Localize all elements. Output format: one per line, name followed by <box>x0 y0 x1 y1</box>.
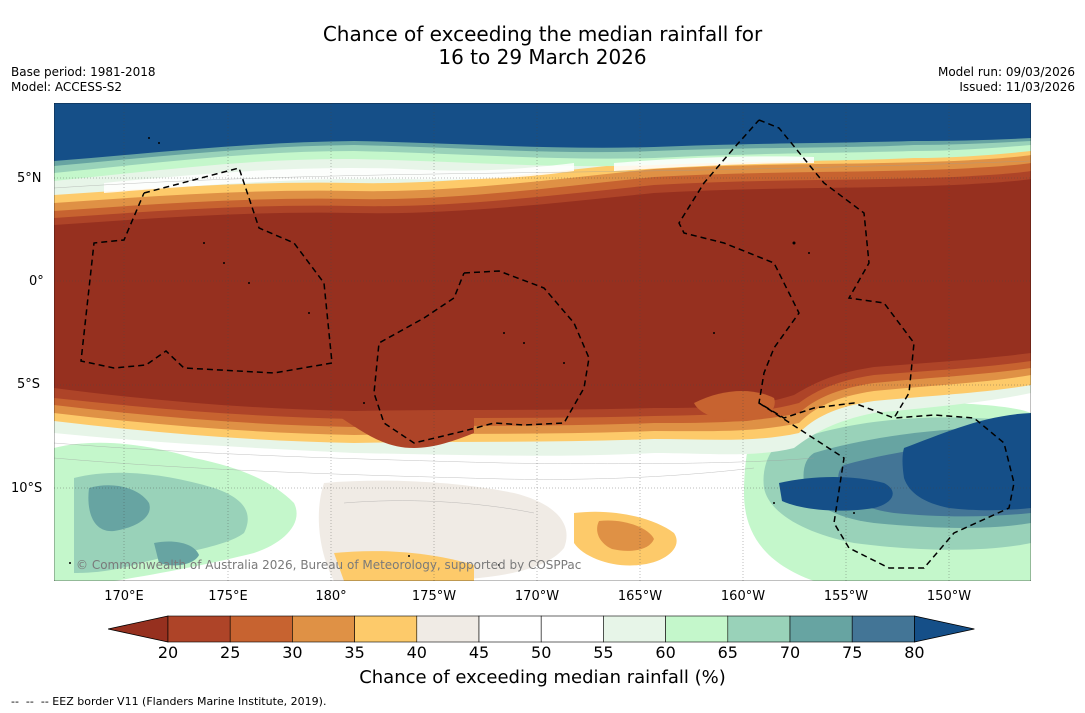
colorbar-tick-label: 55 <box>593 643 614 662</box>
base-period-text: Base period: 1981-2018 <box>11 65 156 79</box>
dry-band-core <box>54 179 1031 411</box>
south-central-orange-patch <box>597 520 654 551</box>
colorbar-segment <box>292 615 355 643</box>
chart-title-line1: Chance of exceeding the median rainfall … <box>322 22 763 46</box>
colorbar-segment <box>665 615 729 643</box>
eez-border-kiribati-gilbert <box>80 167 333 374</box>
chart-title-line2: 16 to 29 March 2026 <box>438 45 647 69</box>
eez-border-cook-north <box>758 402 1015 569</box>
dry-band-south-tongue <box>334 413 474 448</box>
model-run-text: Model run: 09/03/2026 <box>937 65 1075 79</box>
lat-label-10s: 10°S <box>11 481 43 496</box>
lon-label-170e: 170°E <box>104 589 144 604</box>
colorbar-tick-label: 50 <box>531 643 552 662</box>
copyright-text: © Commonwealth of Australia 2026, Bureau… <box>76 558 582 572</box>
colorbar-extend-high <box>914 615 975 643</box>
north-blue-zone <box>54 103 1031 161</box>
colorbar-tick-label: 25 <box>220 643 241 662</box>
colorbar-segment <box>789 615 853 643</box>
small-islands <box>69 137 855 566</box>
colorbar-title: Chance of exceeding median rainfall (%) <box>359 667 726 688</box>
colorbar-extend-low <box>108 615 169 643</box>
meta-right: Model run: 09/03/2026 Issued: 11/03/2026 <box>938 65 1075 95</box>
issued-text: Issued: 11/03/2026 <box>959 80 1075 94</box>
north-white-gap2 <box>614 156 814 171</box>
lon-label-180: 180° <box>315 589 347 604</box>
colorbar <box>108 615 975 643</box>
colorbar-segment <box>727 615 791 643</box>
south-yellow-strip <box>334 551 474 581</box>
colorbar-segment <box>416 615 480 643</box>
lon-label-175w: 175°W <box>411 589 457 604</box>
gridlines <box>54 103 1031 581</box>
eez-borders <box>80 119 1015 569</box>
lon-label-170w: 170°W <box>514 589 560 604</box>
southwest-teal-dark-patch <box>88 485 150 532</box>
rainfall-map <box>54 103 1031 581</box>
colorbar-segment <box>354 615 418 643</box>
lat-label-5s: 5°S <box>17 377 41 392</box>
eez-border-kiribati-phoenix <box>373 270 590 444</box>
colorbar-tick-label: 35 <box>344 643 365 662</box>
colorbar-segment <box>167 615 231 643</box>
colorbar-tick-label: 75 <box>842 643 863 662</box>
southeast-dark-blue-zone <box>902 413 1031 511</box>
eez-border-kiribati-line <box>678 119 915 419</box>
lat-label-0: 0° <box>29 274 44 289</box>
lon-label-155w: 155°W <box>823 589 869 604</box>
colorbar-tick-label: 70 <box>779 643 801 662</box>
lon-label-160w: 160°W <box>720 589 766 604</box>
model-text: Model: ACCESS-S2 <box>11 80 123 94</box>
lon-label-165w: 165°W <box>617 589 663 604</box>
eez-legend-note: -- -- -- EEZ border V11 (Flanders Marine… <box>11 695 327 708</box>
dry-band-bump <box>694 391 775 422</box>
southwest-teal-dark-patch2 <box>154 541 199 566</box>
colorbar-tick-label: 40 <box>406 643 427 662</box>
contour-lines <box>54 160 1031 514</box>
colorbar-tick-label: 45 <box>468 643 490 662</box>
colorbar-tick-label: 80 <box>904 643 925 662</box>
colorbar-segment <box>229 615 293 643</box>
colorbar-segment <box>851 615 915 643</box>
colorbar-tick-label: 20 <box>157 643 179 662</box>
lat-label-5n: 5°N <box>17 171 42 186</box>
colorbar-segment <box>478 615 542 643</box>
lon-label-150w: 150°W <box>926 589 972 604</box>
colorbar-segment <box>603 615 666 643</box>
colorbar-tick-label: 65 <box>717 643 738 662</box>
meta-left: Base period: 1981-2018 Model: ACCESS-S2 <box>11 65 156 95</box>
southeast-dark-blue-zone2 <box>779 477 893 511</box>
colorbar-tick-label: 30 <box>282 643 303 662</box>
lon-label-175e: 175°E <box>208 589 248 604</box>
colorbar-tick-label: 60 <box>655 643 676 662</box>
colorbar-segment <box>540 615 604 643</box>
